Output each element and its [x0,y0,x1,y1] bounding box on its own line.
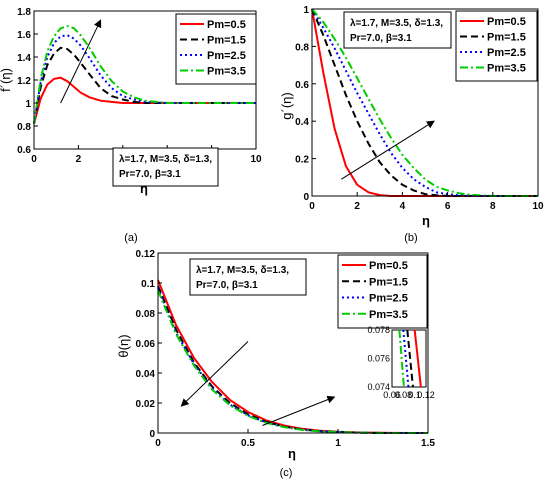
series-line [311,8,538,197]
annotation-text: λ=1.7, M=3.5, δ=1.3, [350,18,443,29]
legend-label: Pm=1.5 [487,32,526,44]
y-tick-label: 0.04 [136,369,156,380]
legend-label: Pm=0.5 [369,260,408,272]
inset-plot: 0.060.080.10.12 0.074 0.076 0.078 [367,325,434,400]
y-tick-label: 0.8 [17,122,31,133]
inset-x-tick-label: 0.06 [383,390,401,400]
y-tick-label: 1.2 [17,76,31,87]
legend-label: Pm=1.5 [369,276,408,288]
legend-frame [337,254,428,329]
x-tick-label: 10 [250,154,262,165]
x-tick-label: 10 [532,201,544,212]
y-tick-label: 0.1 [141,279,155,290]
trend-arrow [341,120,435,180]
legend: Pm=0.5 Pm=1.5 Pm=2.5 Pm=3.5 [455,10,538,82]
x-tick-label: 4 [400,201,406,212]
annotation-box [343,11,452,49]
x-tick-label: 2 [354,201,360,212]
inset-y-tick-label: 0.074 [367,382,390,392]
annotation-text: Pr=7.0, β=3.1 [350,33,412,44]
y-tick-label: 0.06 [136,339,156,350]
legend-label: Pm=0.5 [207,19,246,31]
legend-label: Pm=3.5 [487,63,526,75]
y-tick-label: 1.4 [17,53,31,64]
x-tick-label: 0 [31,154,37,165]
zoom-arrow [262,395,336,426]
inset-series-line [413,329,422,388]
annotation-box [189,258,307,296]
inset-y-tick-label: 0.078 [367,325,390,335]
inset-y-tick-label: 0.076 [367,354,390,364]
y-tick-label: 0 [149,429,155,440]
legend-label: Pm=2.5 [369,293,408,305]
y-tick-label: 0 [303,192,309,203]
legend-frame [175,13,257,85]
panel-1: 0 2 4 6 8 10 0 0.2 0.4 0.6 0.8 1 η g´(η) (b) λ=1.7, M=3… [279,5,544,244]
y-tick-label: 0.08 [136,309,156,320]
legend-label: Pm=1.5 [207,35,246,47]
panel-label: (c) [280,467,293,479]
annotation-text: Pr=7.0, β=3.1 [196,280,258,291]
y-tick-label: 1.6 [17,30,31,41]
plot-frame [311,8,539,197]
annotation-text: λ=1.7, M=3.5, δ=1.3, [196,265,289,276]
legend-label: Pm=3.5 [369,309,408,321]
legend-label: Pm=2.5 [207,50,246,62]
x-tick-label: 0 [309,201,315,212]
x-tick-label: 1.5 [421,438,435,449]
x-tick-label: 0 [155,438,161,449]
y-tick-label: 0.2 [295,155,309,166]
annotation-box [112,147,219,187]
panel-label: (a) [124,232,137,244]
legend-label: Pm=3.5 [207,66,246,78]
x-tick-label: 1 [335,438,341,449]
inset-x-tick-label: 0.12 [417,390,435,400]
legend: Pm=0.5 Pm=1.5 Pm=2.5 Pm=3.5 [337,254,428,329]
inset-x-tick-label: 0.08 [395,390,413,400]
x-tick-label: 6 [445,201,451,212]
y-tick-label: 0.6 [295,80,309,91]
y-tick-label: 0.12 [136,249,156,260]
y-axis-label: g´(η) [279,92,294,119]
inset-series-line [406,329,414,388]
legend-label: Pm=0.5 [487,16,526,28]
x-tick-label: 0.5 [241,438,255,449]
annotation-text: Pr=7.0, β=3.1 [119,169,181,180]
panel-label: (b) [404,232,417,244]
legend: Pm=0.5 Pm=1.5 Pm=2.5 Pm=3.5 [175,13,257,85]
series-line [33,24,256,124]
annotation-text: λ=1.7, M=3.5, δ=1.3, [119,154,212,165]
y-tick-label: 1 [303,5,309,16]
legend-frame [455,10,538,82]
y-tick-label: 0.6 [17,145,31,156]
y-tick-label: 0.8 [295,42,309,53]
x-axis-label: η [140,181,148,196]
x-axis-label: η [422,213,430,228]
legend-label: Pm=2.5 [487,47,526,59]
x-tick-label: 2 [76,154,82,165]
y-axis-label: f´(η) [0,68,13,92]
inset-series-line [398,329,405,388]
y-tick-label: 0.02 [136,399,156,410]
panel-2: 0 0.5 1 1.500.020.040.060.080.10.12ηθ(η)(c)… [116,249,435,479]
y-axis-label: θ(η) [116,334,131,357]
trend-arrow [60,19,102,104]
inset-x-tick-label: 0.1 [408,390,421,400]
y-tick-label: 0.4 [295,117,309,128]
x-axis-label: η [288,446,296,461]
y-tick-label: 1.8 [17,7,31,18]
x-tick-label: 8 [490,201,496,212]
y-tick-label: 1 [25,99,31,110]
trend-arrow [180,341,249,407]
